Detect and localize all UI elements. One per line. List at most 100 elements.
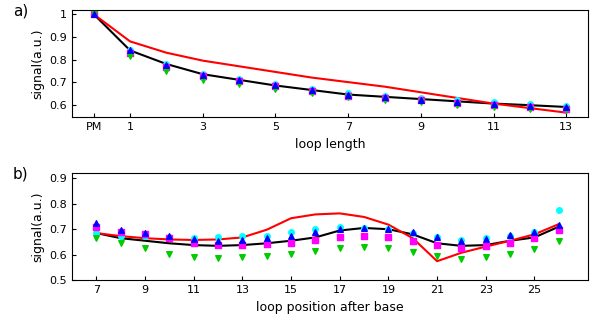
Point	[562, 105, 571, 110]
Point	[408, 230, 418, 235]
Point	[235, 82, 244, 87]
Point	[530, 230, 539, 235]
Point	[343, 91, 353, 96]
Point	[92, 230, 101, 236]
Point	[307, 86, 317, 92]
Point	[530, 246, 539, 252]
Point	[198, 73, 208, 78]
Point	[311, 237, 320, 243]
Point	[271, 83, 280, 89]
Point	[92, 220, 101, 225]
Point	[343, 93, 353, 98]
Point	[383, 234, 393, 240]
Point	[286, 240, 296, 245]
Point	[525, 104, 535, 110]
Point	[505, 240, 515, 245]
Point	[235, 76, 244, 81]
Point	[125, 48, 135, 53]
Point	[481, 254, 491, 259]
Point	[116, 233, 125, 238]
Point	[286, 233, 296, 238]
Point	[140, 232, 150, 237]
Point	[235, 78, 244, 83]
Point	[432, 235, 442, 240]
Point	[335, 226, 344, 231]
Point	[408, 238, 418, 243]
Point	[164, 251, 174, 256]
Point	[238, 243, 247, 248]
Point	[380, 95, 389, 100]
Point	[307, 91, 317, 96]
Point	[554, 207, 563, 213]
Point	[286, 251, 296, 257]
Point	[343, 94, 353, 99]
Point	[359, 225, 369, 230]
Point	[359, 244, 369, 250]
Point	[161, 68, 171, 73]
Point	[116, 230, 125, 235]
Point	[432, 235, 442, 240]
Point	[89, 12, 98, 17]
Point	[198, 74, 208, 79]
Point	[554, 238, 563, 243]
Point	[238, 237, 247, 243]
Point	[525, 103, 535, 109]
Point	[335, 234, 344, 240]
Point	[408, 230, 418, 236]
Point	[554, 227, 563, 232]
Point	[489, 100, 499, 105]
Point	[213, 255, 223, 260]
Point	[311, 248, 320, 254]
Point	[432, 243, 442, 248]
Point	[235, 77, 244, 82]
Point	[457, 256, 466, 261]
Point	[481, 236, 491, 242]
Point	[116, 227, 125, 232]
Point	[161, 65, 171, 70]
Point	[262, 254, 272, 259]
Point	[562, 103, 571, 109]
Point	[432, 254, 442, 259]
Point	[271, 82, 280, 87]
Point	[481, 236, 491, 241]
Point	[452, 99, 462, 104]
Point	[530, 229, 539, 234]
Point	[380, 97, 389, 102]
Point	[189, 236, 199, 241]
Point	[271, 82, 280, 87]
Point	[125, 50, 135, 55]
Point	[89, 12, 98, 17]
Point	[562, 106, 571, 111]
Point	[189, 255, 199, 260]
Point	[525, 102, 535, 107]
Point	[140, 230, 150, 236]
Point	[505, 232, 515, 237]
Point	[307, 87, 317, 93]
Point	[164, 234, 174, 239]
Point	[161, 61, 171, 67]
Point	[383, 227, 393, 232]
Point	[92, 236, 101, 241]
Point	[530, 236, 539, 241]
Point	[562, 108, 571, 113]
Point	[383, 227, 393, 232]
Point	[335, 245, 344, 250]
Y-axis label: signal(a.u.): signal(a.u.)	[31, 28, 44, 99]
Point	[457, 237, 466, 243]
Point	[481, 243, 491, 248]
Point	[116, 241, 125, 246]
Text: b): b)	[13, 167, 28, 182]
Point	[164, 234, 174, 240]
Point	[457, 246, 466, 251]
Point	[311, 227, 320, 232]
Point	[416, 100, 425, 105]
Point	[213, 238, 223, 243]
Point	[198, 77, 208, 82]
Point	[452, 97, 462, 103]
Text: a): a)	[13, 3, 28, 18]
X-axis label: loop position after base: loop position after base	[256, 301, 404, 314]
Point	[489, 104, 499, 110]
Point	[213, 243, 223, 248]
Point	[189, 241, 199, 246]
Point	[271, 86, 280, 92]
